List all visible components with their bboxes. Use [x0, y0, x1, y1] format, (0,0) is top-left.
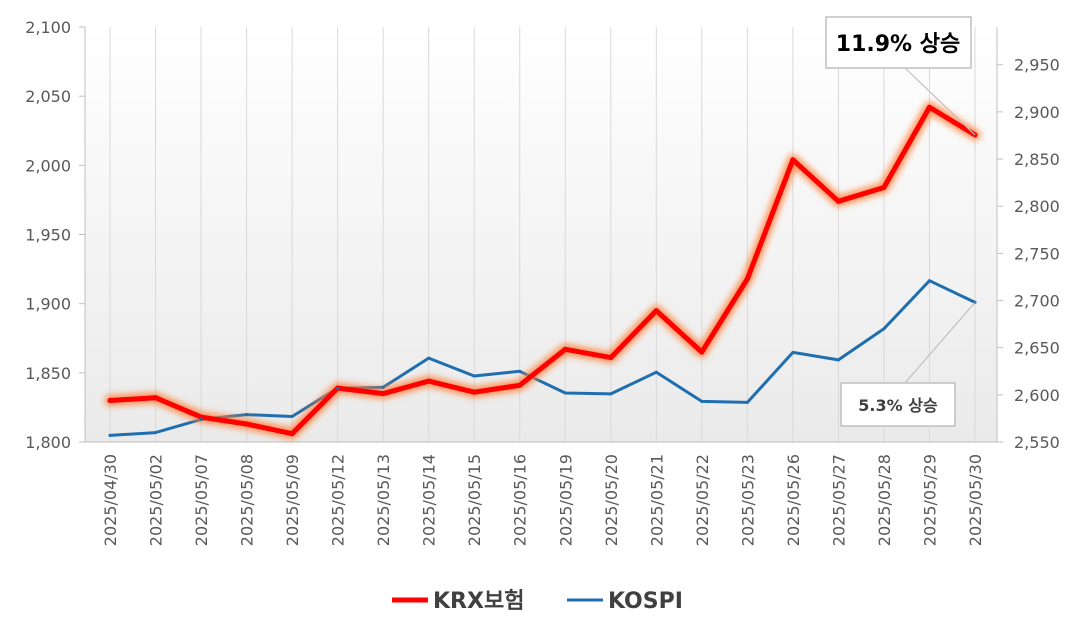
right-tick-label: 2,550: [1014, 433, 1060, 452]
legend-label-krx: KRX보험: [433, 588, 524, 614]
data-point-kospi: [927, 279, 931, 283]
data-point-kospi: [154, 431, 158, 435]
data-point-krx: [471, 389, 477, 395]
data-point-krx: [608, 355, 614, 361]
left-tick-label: 1,850: [25, 364, 71, 383]
right-tick-label: 2,650: [1014, 339, 1060, 358]
data-point-kospi: [700, 399, 704, 403]
series-layer: [104, 101, 981, 440]
data-point-krx: [835, 198, 841, 204]
data-point-krx: [289, 431, 295, 437]
x-tick-label: 2025/05/08: [238, 454, 257, 546]
x-tick-label: 2025/05/07: [192, 454, 211, 546]
data-point-krx: [562, 346, 568, 352]
data-point-kospi: [108, 433, 112, 437]
data-point-krx: [926, 104, 932, 110]
left-tick-label: 2,100: [25, 18, 71, 37]
x-tick-label: 2025/05/29: [920, 454, 939, 546]
x-tick-label: 2025/05/28: [875, 454, 894, 546]
data-point-kospi: [427, 356, 431, 360]
right-tick-label: 2,850: [1014, 150, 1060, 169]
legend-label-kospi: KOSPI: [608, 589, 683, 614]
callout-kospi-text: 5.3% 상승: [858, 396, 938, 415]
right-tick-label: 2,750: [1014, 244, 1060, 263]
x-tick-label: 2025/05/30: [966, 454, 985, 546]
callout-kospi-box: [840, 382, 956, 427]
data-point-krx: [790, 157, 796, 163]
x-tick-label: 2025/05/14: [420, 454, 439, 546]
x-tick-label: 2025/05/20: [602, 454, 621, 546]
left-tick-label: 2,050: [25, 87, 71, 106]
series-line-krx: [107, 104, 978, 437]
x-tick-label: 2025/05/22: [693, 454, 712, 546]
data-point-krx: [198, 414, 204, 420]
x-tick-label: 2025/05/26: [784, 454, 803, 546]
left-tick-label: 2,000: [25, 156, 71, 175]
data-point-krx: [244, 421, 250, 427]
data-point-krx: [744, 276, 750, 282]
data-point-kospi: [791, 350, 795, 354]
right-tick-label: 2,600: [1014, 386, 1060, 405]
x-tick-label: 2025/05/12: [329, 454, 348, 546]
data-point-kospi: [472, 374, 476, 378]
right-axis-ticks: 2,550 2,600 2,650 2,700 2,750 2,800 2,850 2,900…: [997, 56, 1060, 452]
legend: KRX보험 KOSPI: [392, 588, 683, 614]
data-point-kospi: [563, 391, 567, 395]
right-tick-label: 2,800: [1014, 197, 1060, 216]
left-tick-label: 1,950: [25, 226, 71, 245]
x-tick-label: 2025/04/30: [101, 454, 120, 546]
x-tick-label: 2025/05/23: [738, 454, 757, 546]
x-tick-label: 2025/05/15: [465, 454, 484, 546]
series-line-kospi: [108, 279, 977, 437]
x-tick-label: 2025/05/16: [511, 454, 530, 546]
data-point-krx: [380, 391, 386, 397]
data-point-krx: [107, 398, 113, 403]
data-point-kospi: [518, 369, 522, 373]
left-axis-ticks: 1,800 1,850 1,900 1,950 2,000 2,050 2,100: [25, 18, 85, 452]
x-tick-label: 2025/05/02: [147, 454, 166, 546]
left-tick-label: 1,900: [25, 295, 71, 314]
x-axis-ticks: 2025/04/30 2025/05/02 2025/05/07 2025/05/08…: [101, 454, 985, 546]
data-point-krx: [653, 308, 659, 314]
right-tick-label: 2,950: [1014, 56, 1060, 75]
data-point-kospi: [199, 417, 203, 421]
x-tick-label: 2025/05/19: [556, 454, 575, 546]
right-tick-label: 2,700: [1014, 292, 1060, 311]
data-point-kospi: [245, 413, 249, 417]
data-point-krx: [426, 378, 432, 384]
data-point-kospi: [836, 358, 840, 362]
data-point-krx: [881, 184, 887, 190]
x-tick-label: 2025/05/09: [283, 454, 302, 546]
x-tick-label: 2025/05/27: [829, 454, 848, 546]
callout-krx-leader: [904, 67, 976, 136]
callout-kospi-leader: [904, 302, 976, 384]
data-point-krx: [517, 382, 523, 388]
data-point-kospi: [336, 386, 340, 390]
data-point-krx: [699, 349, 705, 355]
x-tick-label: 2025/05/13: [374, 454, 393, 546]
data-point-kospi: [882, 327, 886, 331]
data-point-kospi: [745, 400, 749, 404]
left-tick-label: 1,800: [25, 433, 71, 452]
data-point-kospi: [654, 370, 658, 374]
data-point-krx: [153, 395, 159, 401]
callout-krx-text: 11.9% 상승: [836, 32, 960, 57]
data-point-kospi: [381, 385, 385, 389]
x-tick-label: 2025/05/21: [647, 454, 666, 546]
callout-krx-box: [825, 16, 972, 69]
data-point-kospi: [290, 415, 294, 419]
right-tick-label: 2,900: [1014, 103, 1060, 122]
data-point-kospi: [609, 392, 613, 396]
plot-background: [85, 27, 997, 442]
